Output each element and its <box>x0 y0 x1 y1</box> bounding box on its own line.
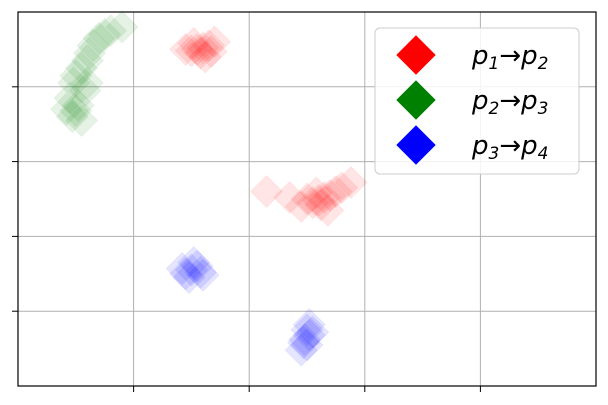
series-1-point-8 <box>188 40 222 74</box>
series-1-point-16 <box>299 176 333 210</box>
series-1-point-24 <box>272 180 307 215</box>
series-2-point-2 <box>70 43 105 78</box>
series-1-point-21 <box>334 165 368 200</box>
series-1-point-4 <box>192 28 226 63</box>
series-3-point-1 <box>174 253 209 287</box>
series-2-point-13 <box>87 17 122 52</box>
series-1-point-17 <box>319 174 353 209</box>
legend-marker-1 <box>396 35 436 75</box>
series-2-point-6 <box>68 73 102 108</box>
series-2-point-8 <box>61 88 95 123</box>
series-3-point-12 <box>290 328 324 362</box>
series-3-point-14 <box>296 315 330 349</box>
series-2-point-9 <box>55 100 90 134</box>
axis-ticks <box>12 86 481 392</box>
series-1-point-22 <box>284 189 318 224</box>
series-1-point-5 <box>183 36 218 70</box>
series-3-point-15 <box>292 307 327 342</box>
series-1-point-23 <box>311 193 345 227</box>
series-1-point-1 <box>180 32 214 67</box>
series-3-point-5 <box>177 245 211 280</box>
series-3-point-4 <box>186 258 220 293</box>
plot-frame <box>17 11 597 387</box>
series-2-point-15 <box>105 10 139 44</box>
series-2-point-7 <box>53 81 87 115</box>
series-2-point-14 <box>93 13 128 48</box>
series-1-point-11 <box>301 183 336 218</box>
series-1-point-19 <box>324 171 359 205</box>
series-1-point-18 <box>290 182 324 216</box>
series-2-point-16 <box>49 92 84 126</box>
data-points <box>49 10 368 367</box>
series-3 <box>165 245 330 367</box>
legend-label-3: p3→p4 <box>471 131 548 164</box>
series-3-point-16 <box>286 325 321 360</box>
series-3-point-8 <box>165 251 199 286</box>
series-2-point-4 <box>72 36 107 70</box>
series-1-point-6 <box>177 26 211 61</box>
series-2 <box>49 10 139 138</box>
legend-label-2: p2→p3 <box>471 86 548 119</box>
series-3-point-7 <box>183 255 218 290</box>
series-1-point-12 <box>307 180 342 215</box>
series-2-point-17 <box>70 66 105 100</box>
series-1 <box>168 25 368 227</box>
series-3-point-3 <box>168 257 203 291</box>
series-1-point-13 <box>296 186 330 220</box>
series-1-point-9 <box>168 32 203 67</box>
series-1-point-10 <box>194 34 228 69</box>
series-2-point-10 <box>64 103 99 138</box>
series-1-point-14 <box>313 178 347 212</box>
series-1-point-20 <box>249 174 284 209</box>
series-1-point-3 <box>174 34 209 68</box>
series-3-point-11 <box>287 322 322 357</box>
series-3-point-2 <box>180 249 214 284</box>
legend-label-1: p1→p2 <box>471 41 548 74</box>
series-3-point-6 <box>172 260 206 295</box>
series-2-point-3 <box>59 58 93 93</box>
series-1-point-7 <box>197 25 232 59</box>
legend: p1→p2 p2→p3 p3→p4 <box>374 27 580 175</box>
series-2-point-5 <box>56 66 91 100</box>
legend-marker-2 <box>396 80 436 120</box>
series-1-point-2 <box>186 31 220 65</box>
series-2-point-1 <box>64 51 99 85</box>
series-3-point-13 <box>284 333 318 367</box>
series-1-point-15 <box>304 188 338 222</box>
series-2-point-11 <box>76 28 110 63</box>
series-2-point-18 <box>59 94 93 128</box>
series-3-point-10 <box>292 318 327 352</box>
series-3-point-9 <box>290 313 324 347</box>
series-2-point-12 <box>82 21 116 55</box>
legend-marker-3 <box>396 125 436 165</box>
